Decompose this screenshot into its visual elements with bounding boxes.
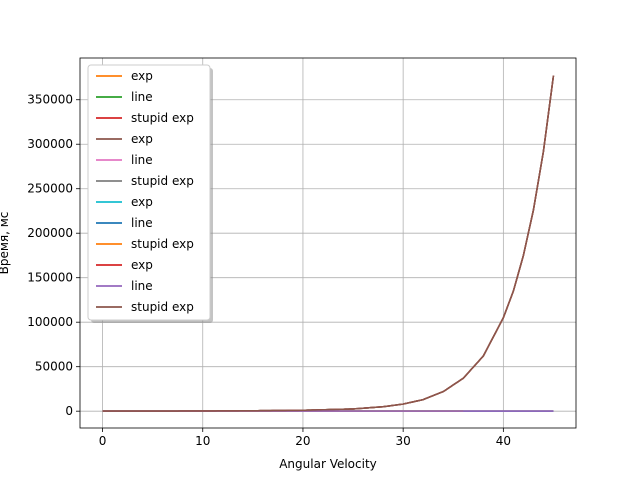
legend-label: line [131,90,153,104]
series-lines [102,75,555,412]
legend-label: line [131,216,153,230]
legend-box [87,64,211,321]
y-tick-label: 150000 [27,271,73,285]
legend-label: stupid exp [131,111,194,125]
y-tick-label: 350000 [27,93,73,107]
x-tick-label: 0 [99,434,107,448]
y-tick-label: 100000 [27,315,73,329]
x-tick-label: 10 [195,434,210,448]
legend-label: line [131,279,153,293]
x-tick-label: 40 [496,434,511,448]
x-tick-label: 20 [295,434,310,448]
legend-label: line [131,153,153,167]
y-tick-label: 50000 [35,360,73,374]
legend: exp line stupid exp exp line stupid exp exp lin… [87,64,213,323]
legend-label: stupid exp [131,237,194,251]
y-tick-label: 0 [65,404,73,418]
legend-label: exp [131,195,153,209]
legend-label: stupid exp [131,174,194,188]
y-axis-label: Время, мс [0,212,11,275]
y-tick-label: 300000 [27,137,73,151]
y-tick-label: 200000 [27,226,73,240]
legend-label: exp [131,258,153,272]
y-tick-label: 250000 [27,182,73,196]
legend-label: exp [131,132,153,146]
x-tick-label: 30 [396,434,411,448]
legend-label: stupid exp [131,300,194,314]
x-axis-ticks: 0 10 20 30 40 [99,428,511,448]
x-axis-label: Angular Velocity [279,457,377,471]
series-line-12 [102,75,555,412]
y-axis-ticks: 0 50000 100000 150000 200000 250000 300000 3500… [27,93,80,418]
legend-label: exp [131,69,153,83]
plot-frame [79,57,577,429]
